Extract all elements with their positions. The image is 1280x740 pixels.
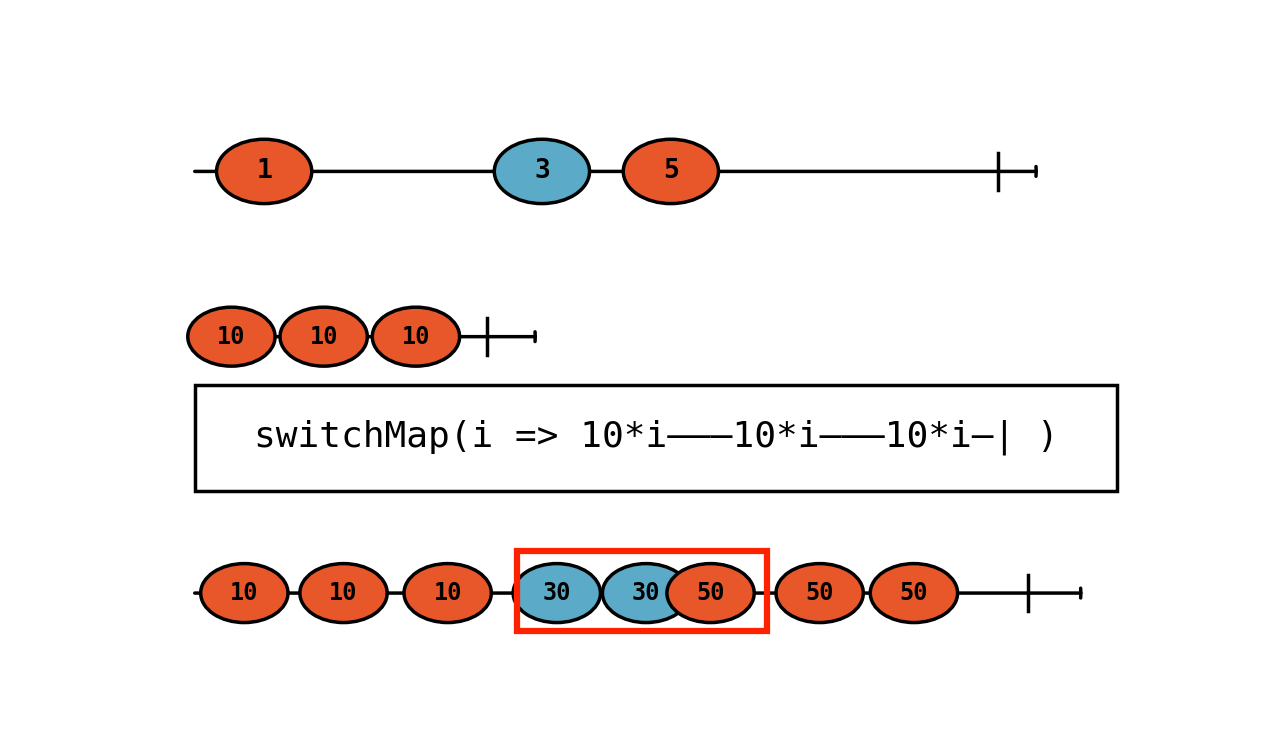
Text: 3: 3: [534, 158, 550, 184]
Text: 10: 10: [230, 581, 259, 605]
Text: 10: 10: [329, 581, 358, 605]
Text: 10: 10: [218, 325, 246, 349]
Ellipse shape: [280, 307, 367, 366]
Ellipse shape: [603, 564, 690, 622]
Ellipse shape: [776, 564, 863, 622]
Text: 30: 30: [543, 581, 571, 605]
Text: 50: 50: [696, 581, 724, 605]
Text: 10: 10: [402, 325, 430, 349]
Ellipse shape: [870, 564, 957, 622]
Ellipse shape: [667, 564, 754, 622]
Text: switchMap(i => 10*i———10*i———10*i—| ): switchMap(i => 10*i———10*i———10*i—| ): [253, 420, 1059, 455]
Ellipse shape: [404, 564, 492, 622]
Ellipse shape: [372, 307, 460, 366]
Ellipse shape: [216, 139, 312, 204]
Text: 30: 30: [632, 581, 660, 605]
Ellipse shape: [623, 139, 718, 204]
Ellipse shape: [201, 564, 288, 622]
Text: 5: 5: [663, 158, 678, 184]
Ellipse shape: [188, 307, 275, 366]
Ellipse shape: [300, 564, 387, 622]
Text: 10: 10: [310, 325, 338, 349]
Text: 50: 50: [900, 581, 928, 605]
Ellipse shape: [494, 139, 590, 204]
Text: 1: 1: [256, 158, 273, 184]
FancyBboxPatch shape: [195, 385, 1117, 491]
Text: 50: 50: [805, 581, 835, 605]
Ellipse shape: [513, 564, 600, 622]
Text: 10: 10: [434, 581, 462, 605]
